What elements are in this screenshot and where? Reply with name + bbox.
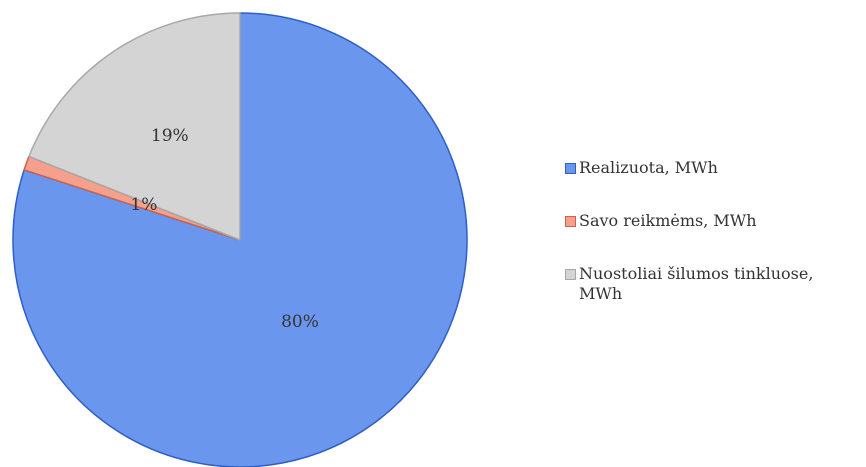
legend-item-savo-reikmems: Savo reikmėms, MWh (565, 211, 861, 231)
legend-label-nuostoliai: Nuostoliai šilumos tinkluose, MWh (579, 264, 814, 303)
data-label-nuostoliai: 19% (151, 126, 189, 146)
legend: Realizuota, MWh Savo reikmėms, MWh Nuost… (565, 158, 861, 304)
pie-data-labels: 80% 1% 19% (130, 126, 318, 332)
legend-swatch-realizuota (565, 163, 576, 174)
data-label-realizuota: 80% (281, 312, 319, 332)
legend-swatch-nuostoliai (565, 269, 576, 280)
legend-label-realizuota: Realizuota, MWh (579, 158, 718, 177)
legend-swatch-savo-reikmems (565, 216, 576, 227)
pie-slices (12, 12, 468, 467)
legend-item-realizuota: Realizuota, MWh (565, 158, 861, 178)
data-label-savo-reikmems: 1% (130, 195, 157, 215)
legend-label-savo-reikmems: Savo reikmėms, MWh (579, 211, 757, 230)
legend-item-nuostoliai: Nuostoliai šilumos tinkluose, MWh (565, 264, 861, 304)
pie-slice-nuostoliai (27, 12, 241, 242)
